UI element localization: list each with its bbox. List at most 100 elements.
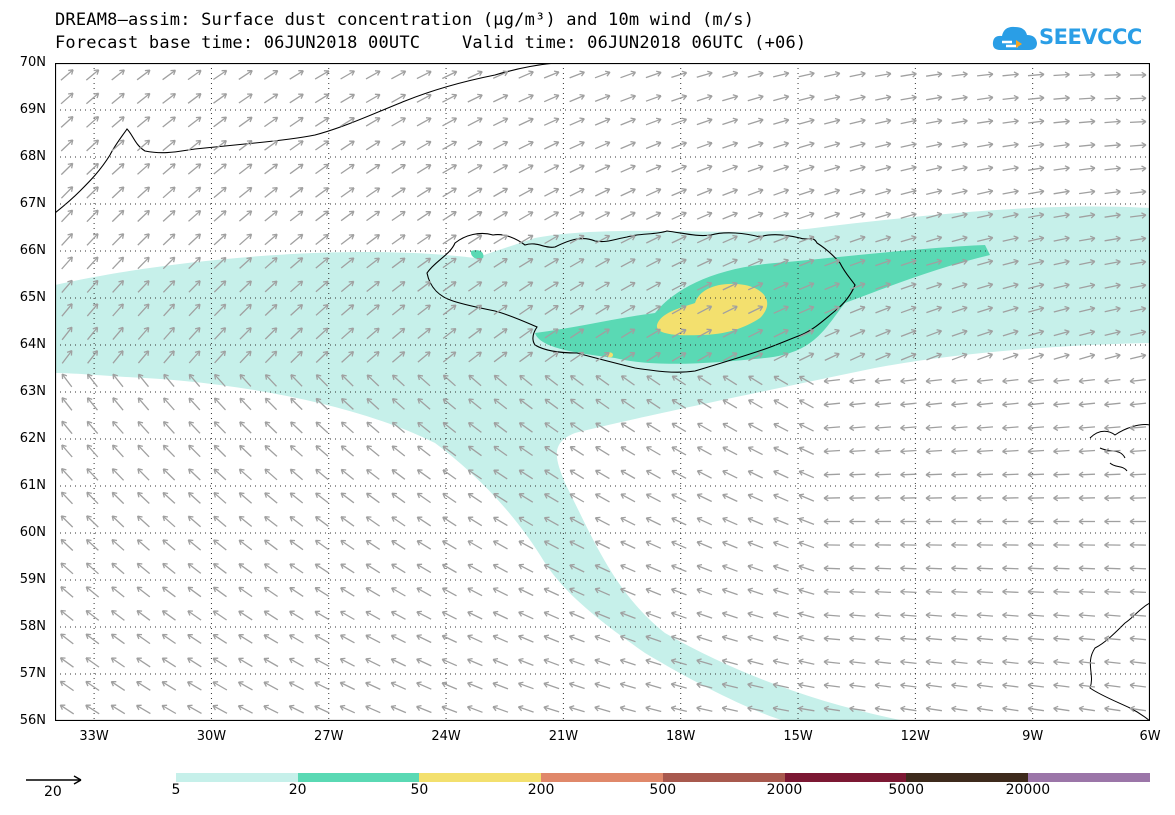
- wind-arrow: [747, 658, 764, 666]
- wind-arrow: [595, 258, 611, 268]
- wind-arrow: [544, 328, 559, 339]
- wind-arrow: [798, 681, 815, 689]
- wind-arrow: [1053, 305, 1070, 313]
- wind-arrow: [696, 705, 713, 712]
- wind-arrow: [1078, 212, 1096, 219]
- wind-arrow: [416, 681, 432, 690]
- wind-arrow: [900, 471, 917, 478]
- lat-label: 56N: [19, 713, 46, 728]
- wind-arrow: [823, 541, 841, 549]
- legend-swatch: [176, 773, 299, 782]
- wind-arrow: [136, 657, 151, 668]
- wind-arrow: [874, 377, 891, 385]
- wind-arrow: [341, 374, 354, 387]
- wind-arrow: [366, 327, 380, 340]
- wind-arrow: [238, 93, 253, 104]
- wind-arrow: [1130, 352, 1147, 360]
- wind-arrow: [1104, 305, 1121, 313]
- wind-arrow: [366, 304, 380, 316]
- wind-arrow: [951, 352, 968, 361]
- wind-arrow: [442, 164, 457, 174]
- wind-arrow: [1104, 352, 1121, 360]
- wind-arrow: [417, 445, 431, 457]
- wind-arrow: [1002, 424, 1019, 432]
- wind-arrow: [417, 421, 431, 434]
- wind-arrow: [340, 304, 355, 316]
- wind-arrow: [366, 280, 380, 293]
- wind-arrow: [60, 538, 74, 551]
- seevccc-logo: SEEVCCC: [992, 22, 1142, 58]
- wind-arrow: [773, 375, 789, 386]
- wind-arrow: [136, 681, 151, 691]
- wind-arrow: [1027, 165, 1045, 172]
- wind-arrow: [442, 70, 458, 80]
- wind-arrow: [340, 587, 355, 597]
- wind-arrow: [569, 422, 584, 433]
- lat-label: 60N: [19, 525, 46, 540]
- wind-arrow: [467, 187, 483, 198]
- wind-arrow: [86, 162, 99, 175]
- wind-arrow: [798, 611, 815, 619]
- wind-arrow: [671, 446, 687, 456]
- wind-arrow: [977, 118, 994, 125]
- wind-arrow: [467, 681, 483, 690]
- wind-arrow: [213, 210, 227, 222]
- wind-arrow: [925, 612, 943, 619]
- wind-arrow: [162, 186, 176, 199]
- wind-arrow: [645, 493, 661, 503]
- wind-arrow: [187, 633, 202, 644]
- wind-arrow: [60, 609, 74, 622]
- wind-arrow: [900, 588, 917, 596]
- wind-arrow: [1078, 447, 1096, 455]
- wind-arrow: [315, 304, 329, 316]
- wind-arrow: [492, 705, 509, 713]
- wind-arrow: [162, 444, 176, 458]
- wind-arrow: [1129, 188, 1147, 196]
- wind-arrow: [290, 303, 304, 316]
- wind-arrow: [161, 657, 177, 668]
- wind-arrow: [926, 352, 943, 361]
- wind-arrow: [595, 446, 610, 456]
- wind-arrow: [1053, 682, 1070, 689]
- wind-arrow: [951, 705, 968, 713]
- wind-arrow: [110, 657, 125, 668]
- wind-arrow: [188, 326, 201, 340]
- wind-arrow: [60, 162, 74, 176]
- wind-arrow: [213, 163, 227, 175]
- lon-label: 6W: [1139, 729, 1161, 744]
- wind-arrow: [976, 518, 993, 525]
- wind-arrow: [137, 326, 150, 340]
- wind-arrow: [772, 681, 789, 689]
- wind-arrow: [391, 210, 406, 222]
- wind-arrow: [137, 397, 150, 411]
- wind-arrow: [849, 682, 866, 689]
- wind-arrow: [186, 704, 202, 714]
- wind-arrow: [86, 116, 100, 128]
- wind-arrow: [263, 586, 278, 598]
- wind-arrow: [722, 399, 738, 409]
- wind-arrow: [594, 117, 611, 126]
- wind-arrow: [137, 280, 150, 293]
- wind-arrow: [1129, 635, 1147, 642]
- wind-arrow: [1028, 141, 1045, 149]
- wind-arrow: [849, 282, 866, 291]
- wind-arrow: [620, 563, 636, 573]
- wind-arrow: [1002, 518, 1019, 525]
- wind-arrow: [467, 234, 483, 245]
- wind-arrow: [747, 634, 764, 642]
- wind-arrow: [442, 398, 457, 410]
- wind-arrow: [849, 494, 866, 502]
- wind-arrow: [721, 658, 738, 666]
- wind-arrow: [747, 516, 764, 526]
- wind-arrow: [595, 351, 610, 362]
- wind-arrow: [467, 540, 483, 550]
- wind-arrow: [339, 681, 355, 691]
- wind-arrow: [1053, 518, 1070, 525]
- wind-arrow: [213, 492, 227, 504]
- wind-arrow: [1129, 541, 1147, 549]
- wind-arrow: [238, 210, 253, 222]
- wind-arrow: [390, 704, 407, 714]
- wind-arrow: [390, 681, 407, 690]
- wind-arrow: [1027, 541, 1045, 549]
- wind-arrow: [340, 563, 355, 574]
